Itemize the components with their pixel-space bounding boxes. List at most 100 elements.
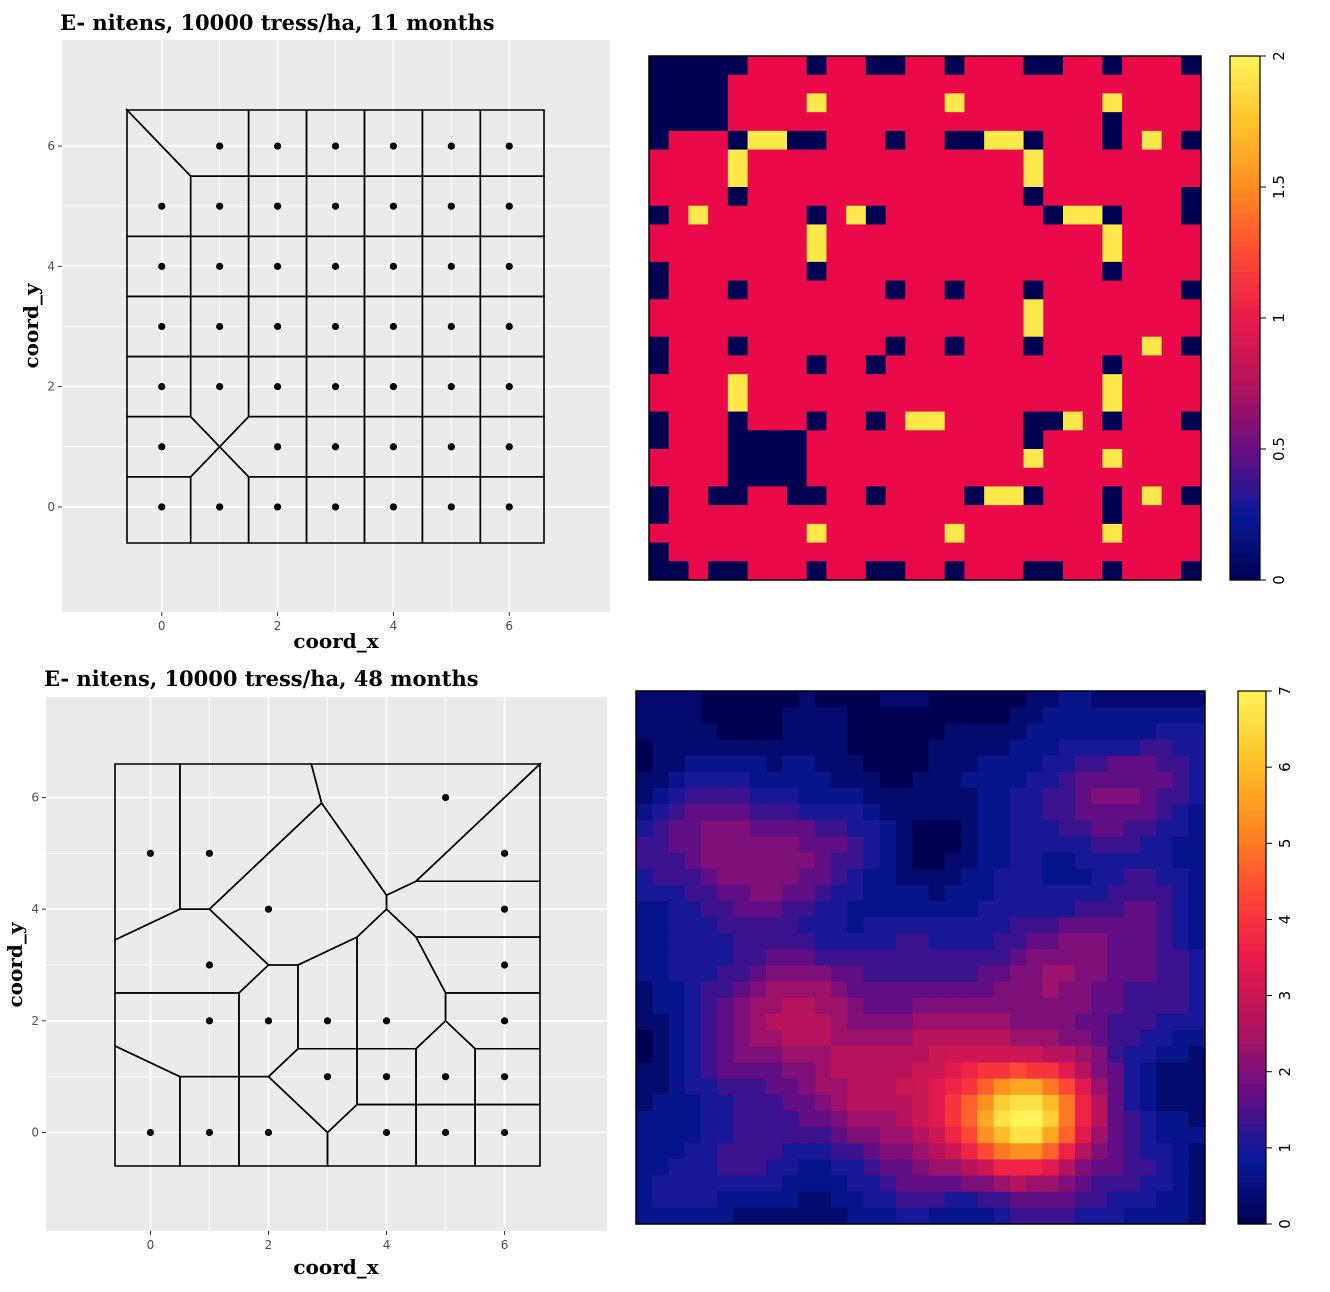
heatmap-cell bbox=[747, 411, 768, 431]
heatmap-cell bbox=[964, 56, 985, 76]
heatmap-cell bbox=[668, 299, 689, 319]
heatmap-cell bbox=[1122, 56, 1143, 76]
heatmap-cell bbox=[1009, 868, 1027, 886]
heatmap-cell bbox=[1102, 523, 1123, 543]
colorbar-swatch bbox=[1238, 790, 1266, 799]
heatmap-cell bbox=[668, 965, 686, 983]
heatmap-cell bbox=[1058, 997, 1076, 1015]
heatmap-cell bbox=[925, 93, 946, 113]
heatmap-cell bbox=[993, 739, 1011, 756]
heatmap-cell bbox=[636, 997, 653, 1015]
heatmap-cell bbox=[1042, 933, 1060, 950]
y-tick-label: 4 bbox=[47, 259, 55, 273]
heatmap-cell bbox=[1107, 804, 1125, 821]
heatmap-cell bbox=[652, 1127, 669, 1144]
heatmap-cell bbox=[831, 868, 848, 886]
heatmap-cell bbox=[944, 56, 965, 76]
heatmap-cell bbox=[1122, 261, 1143, 281]
tree-point bbox=[158, 262, 166, 270]
heatmap-cell bbox=[1139, 1030, 1157, 1047]
heatmap-cell bbox=[1043, 130, 1064, 150]
heatmap-cell bbox=[787, 505, 808, 525]
heatmap-cell bbox=[798, 804, 816, 821]
heatmap-cell bbox=[905, 392, 926, 412]
tree-point bbox=[500, 1128, 509, 1137]
heatmap-cell bbox=[964, 449, 985, 469]
heatmap-cell bbox=[1074, 1014, 1092, 1031]
heatmap-cell bbox=[1043, 224, 1064, 244]
heatmap-cell bbox=[1123, 820, 1141, 837]
heatmap-cell bbox=[636, 691, 653, 708]
heatmap-cell bbox=[727, 299, 748, 319]
heatmap-cell bbox=[1156, 997, 1173, 1015]
heatmap-cell bbox=[1003, 430, 1024, 450]
heatmap-cell bbox=[984, 56, 1005, 76]
heatmap-cell bbox=[1181, 280, 1202, 300]
heatmap-cell bbox=[1043, 261, 1064, 281]
heatmap-cell bbox=[944, 411, 965, 431]
tree-point bbox=[205, 1128, 214, 1137]
tree-point bbox=[273, 503, 282, 511]
heatmap-cell bbox=[806, 280, 827, 300]
heatmap-cell bbox=[984, 205, 1005, 225]
tree-point bbox=[389, 503, 398, 511]
heatmap-cell bbox=[668, 1030, 686, 1047]
heatmap-cell bbox=[814, 1110, 832, 1128]
heatmap-cell bbox=[767, 486, 788, 506]
heatmap-cell bbox=[814, 1014, 832, 1031]
heatmap-cell bbox=[766, 1175, 783, 1193]
heatmap-cell bbox=[1042, 691, 1060, 708]
colorbar-swatch bbox=[1230, 547, 1260, 555]
heatmap-cell bbox=[964, 486, 985, 506]
heatmap-cell bbox=[701, 852, 718, 870]
colorbar-swatch bbox=[1230, 462, 1260, 470]
heatmap-cell bbox=[964, 467, 985, 487]
heatmap-cell bbox=[1122, 112, 1143, 132]
heatmap-cell bbox=[1009, 965, 1027, 983]
heatmap-cell bbox=[733, 949, 751, 966]
heatmap-cell bbox=[1102, 336, 1123, 356]
heatmap-cell bbox=[708, 299, 729, 319]
heatmap-cell bbox=[1082, 149, 1103, 169]
heatmap-cell bbox=[964, 542, 985, 562]
heatmap-cell bbox=[944, 1094, 962, 1112]
heatmap-cell bbox=[1156, 900, 1173, 918]
heatmap-cell bbox=[668, 187, 689, 207]
heatmap-cell bbox=[885, 93, 906, 113]
heatmap-cell bbox=[688, 523, 709, 543]
tree-point bbox=[205, 1017, 214, 1025]
colorbar-swatch bbox=[1230, 318, 1260, 326]
heatmap-cell bbox=[733, 723, 751, 740]
heatmap-cell bbox=[1063, 542, 1084, 562]
heatmap-cell bbox=[1161, 374, 1182, 394]
heatmap-cell bbox=[787, 280, 808, 300]
heatmap-cell bbox=[1123, 1110, 1141, 1128]
heatmap-cell bbox=[1188, 1127, 1206, 1144]
heatmap-cell bbox=[814, 787, 832, 805]
heatmap-cell bbox=[977, 900, 995, 918]
heatmap-cell bbox=[905, 205, 926, 225]
heatmap-cell bbox=[708, 336, 729, 356]
heatmap-cell bbox=[652, 900, 669, 918]
heatmap-cell bbox=[846, 523, 867, 543]
heatmap-cell bbox=[879, 933, 897, 950]
heatmap-cell bbox=[782, 997, 799, 1015]
colorbar-swatch bbox=[1238, 997, 1266, 1005]
heatmap-cell bbox=[636, 1143, 653, 1160]
heatmap-cell bbox=[1074, 836, 1092, 853]
heatmap-cell bbox=[928, 804, 946, 821]
heatmap-cell bbox=[749, 1159, 767, 1176]
colorbar-swatch bbox=[1238, 964, 1266, 972]
heatmap-cell bbox=[766, 707, 783, 724]
heatmap-cell bbox=[1063, 392, 1084, 412]
heatmap-cell bbox=[1188, 755, 1206, 773]
heatmap-cell bbox=[1141, 224, 1162, 244]
heatmap-cell bbox=[885, 486, 906, 506]
heatmap-cell bbox=[846, 505, 867, 525]
heatmap-cell bbox=[652, 868, 669, 886]
heatmap-cell bbox=[928, 1127, 946, 1144]
heatmap-cell bbox=[944, 467, 965, 487]
heatmap-cell bbox=[1063, 449, 1084, 469]
heatmap-cell bbox=[806, 355, 827, 375]
